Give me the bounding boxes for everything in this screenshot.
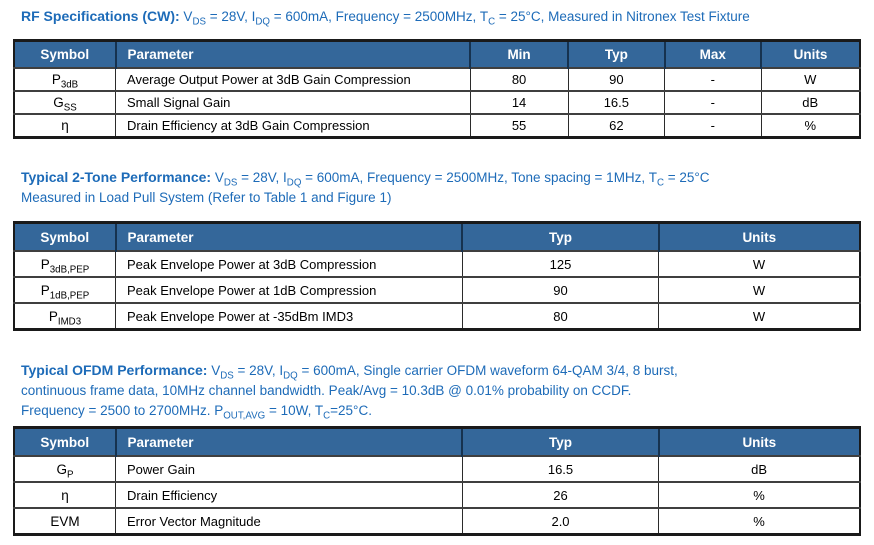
- symbol-cell: η: [14, 481, 116, 508]
- table-header-row: Symbol Parameter Min Typ Max Units: [14, 40, 860, 68]
- table-row: PIMD3 Peak Envelope Power at -35dBm IMD3 8…: [14, 302, 860, 330]
- header-cell-symbol: Symbol: [14, 222, 116, 251]
- table-cell: -: [664, 113, 761, 138]
- table-cell: %: [658, 481, 860, 508]
- table-row: GSS Small Signal Gain 14 16.5- dB: [14, 90, 860, 114]
- table-cell: 16.5: [567, 90, 665, 114]
- ofdm-performance-table: Symbol Parameter Typ Units GP Power Gain 16.5 d…: [13, 426, 861, 536]
- table-row: P1dB,PEP Peak Envelope Power at 1dB Compr…: [14, 276, 860, 303]
- table-cell: W: [760, 67, 860, 91]
- header-cell-max: Max: [663, 40, 761, 68]
- header-cell-min: Min: [468, 40, 569, 68]
- section-heading-text: VDS = 28V, IDQ = 600mA, Single carrier O…: [21, 363, 678, 422]
- table-cell: W: [658, 302, 860, 330]
- symbol-cell: PIMD3: [14, 302, 116, 330]
- table-cell: Drain Efficiency at 3dB Gain Compression: [115, 113, 470, 138]
- table-cell: W: [658, 276, 860, 303]
- header-cell-parameter: Parameter: [114, 222, 463, 251]
- table-cell: Drain Efficiency: [115, 481, 463, 508]
- section-heading-2tone-performance: Typical 2-Tone Performance: VDS = 28V, I…: [0, 167, 874, 208]
- header-cell-parameter: Parameter: [114, 40, 470, 68]
- table-cell: dB: [658, 455, 860, 482]
- header-cell-typ: Typ: [461, 222, 659, 251]
- header-cell-parameter: Parameter: [114, 427, 463, 456]
- table-cell: 90: [567, 67, 665, 91]
- table-cell: Error Vector Magnitude: [115, 507, 463, 535]
- table-cell: 80: [469, 67, 569, 91]
- table-cell: %: [658, 507, 860, 535]
- table-cell: %: [760, 113, 860, 138]
- table-row: P3dB Average Output Power at 3dB Gain Com…: [14, 67, 860, 91]
- table-cell: 125: [461, 250, 659, 277]
- table-row: η Drain Efficiency at 3dB Gain Compressio…: [14, 113, 860, 138]
- header-cell-symbol: Symbol: [14, 427, 116, 456]
- section-heading-text: VDS = 28V, IDQ = 600mA, Frequency = 2500…: [21, 170, 710, 205]
- table-row: GP Power Gain 16.5 dB: [14, 455, 860, 482]
- symbol-cell: P3dB: [14, 67, 116, 91]
- two-tone-performance-table: Symbol Parameter Typ Units P3dB,PEP Peak Enve…: [13, 221, 861, 331]
- header-cell-typ: Typ: [567, 40, 665, 68]
- section-heading-rf-specifications: RF Specifications (CW): VDS = 28V, IDQ =…: [0, 0, 874, 27]
- table-cell: 16.5: [461, 455, 659, 482]
- symbol-cell: P3dB,PEP: [14, 250, 116, 277]
- rf-specifications-table: Symbol Parameter Min Typ Max Units P3dB Average…: [13, 39, 861, 139]
- header-cell-typ: Typ: [461, 427, 659, 456]
- section-heading-bold: Typical OFDM Performance:: [21, 362, 208, 378]
- header-cell-units: Units: [657, 427, 860, 456]
- table-cell: 80: [461, 302, 659, 330]
- section-heading-bold: Typical 2-Tone Performance:: [21, 169, 212, 185]
- section-heading-text: VDS = 28V, IDQ = 600mA, Frequency = 2500…: [179, 9, 750, 28]
- table-cell: 90: [461, 276, 659, 303]
- section-heading-ofdm-performance: Typical OFDM Performance: VDS = 28V, IDQ…: [0, 360, 874, 421]
- header-cell-units: Units: [760, 40, 860, 68]
- table-header-row: Symbol Parameter Typ Units: [14, 427, 860, 456]
- table-cell: 62: [567, 113, 665, 138]
- table-cell: Peak Envelope Power at -35dBm IMD3: [115, 302, 463, 330]
- table-cell: Peak Envelope Power at 3dB Compression: [115, 250, 463, 277]
- table-cell: Average Output Power at 3dB Gain Compres…: [115, 67, 470, 91]
- table-cell: W: [658, 250, 860, 277]
- header-cell-units: Units: [657, 222, 860, 251]
- header-cell-symbol: Symbol: [14, 40, 116, 68]
- table-cell: Power Gain: [115, 455, 463, 482]
- symbol-cell: EVM: [14, 507, 116, 535]
- table-cell: 26: [461, 481, 659, 508]
- table-cell: -: [664, 90, 761, 114]
- table-header-row: Symbol Parameter Typ Units: [14, 222, 860, 251]
- table-cell: -: [664, 67, 761, 91]
- table-cell: 2.0: [461, 507, 659, 535]
- table-cell: 55: [469, 113, 569, 138]
- table-cell: 14: [469, 90, 569, 114]
- symbol-cell: η: [14, 113, 116, 138]
- symbol-cell: GP: [14, 455, 116, 482]
- table-cell: dB: [760, 90, 860, 114]
- section-heading-bold: RF Specifications (CW):: [21, 8, 180, 24]
- table-cell: Small Signal Gain: [115, 90, 470, 114]
- symbol-cell: P1dB,PEP: [14, 276, 116, 303]
- table-row: EVM Error Vector Magnitude 2.0%: [14, 507, 860, 535]
- symbol-cell: GSS: [14, 90, 116, 114]
- table-row: η Drain Efficiency 26%: [14, 481, 860, 508]
- table-cell: Peak Envelope Power at 1dB Compression: [115, 276, 463, 303]
- table-row: P3dB,PEP Peak Envelope Power at 3dB Compr…: [14, 250, 860, 277]
